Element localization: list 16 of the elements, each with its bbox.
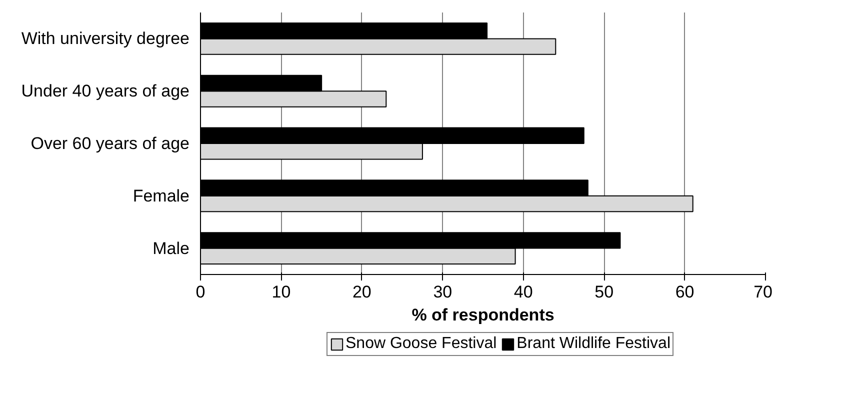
- x-tick-label: 60: [675, 282, 694, 302]
- x-tick-label: 50: [594, 282, 614, 302]
- y-tick-label: Under 40 years of age: [21, 82, 190, 101]
- x-tick-label: 70: [754, 282, 773, 302]
- x-axis-title: % of respondents: [412, 306, 554, 324]
- x-tick-label: 40: [514, 282, 533, 302]
- y-tick-label: Male: [152, 238, 190, 258]
- legend-label: Brant Wildlife Festival: [516, 335, 671, 353]
- legend-label: Snow Goose Festival: [345, 335, 497, 353]
- y-tick-label: Over 60 years of age: [30, 134, 190, 153]
- x-tick-label: 20: [352, 282, 372, 302]
- x-tick-label: 0: [196, 282, 206, 302]
- y-tick-label: With university degree: [21, 29, 190, 48]
- y-tick-label: Female: [132, 186, 190, 206]
- x-tick-label: 30: [433, 282, 452, 302]
- x-tick-label: 10: [272, 282, 291, 302]
